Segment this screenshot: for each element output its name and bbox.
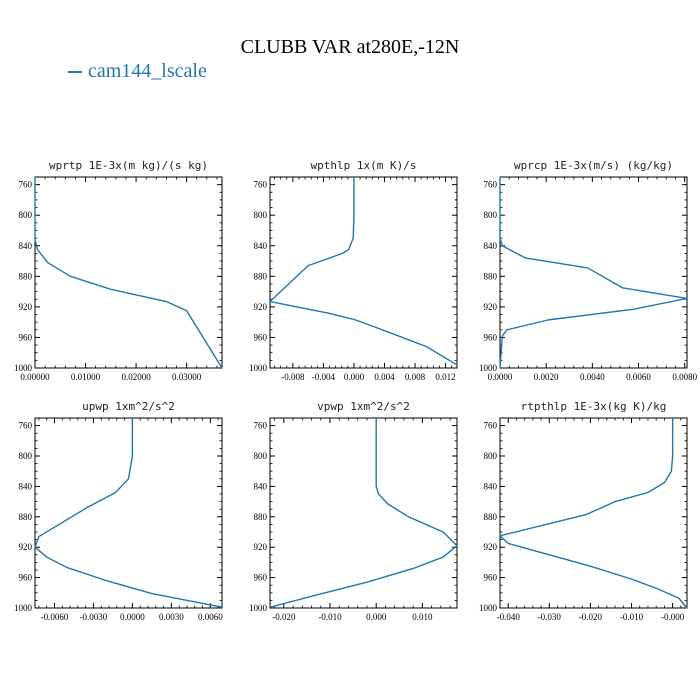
panel-3-title: wprcp 1E-3x(m/s) (kg/kg)	[514, 159, 673, 172]
panel-3-ytick-label-920: 920	[484, 302, 498, 312]
panel-6-series-line-0	[499, 418, 688, 609]
panel-6-ytick-label-920: 920	[484, 542, 498, 552]
panel-3-frame	[499, 176, 688, 369]
panel-2-ytick-label-1000: 1000	[249, 363, 268, 373]
panel-3-xtick-label-4: 0.0080	[672, 372, 697, 382]
panel-2-ytick-label-760: 760	[254, 180, 268, 190]
panel-1-xtick-label-2: 0.02000	[121, 372, 151, 382]
panel-2-ytick-label-960: 960	[254, 332, 268, 342]
panel-6-xtick-label-2: -0.020	[579, 612, 603, 622]
panel-2-ytick-label-800: 800	[254, 210, 268, 220]
panel-6-ytick-label-840: 840	[484, 481, 498, 491]
panel-3-ytick-label-800: 800	[484, 210, 498, 220]
panel-2-xtick-label-1: -0.004	[312, 372, 336, 382]
panel-5-ytick-label-920: 920	[254, 542, 268, 552]
panel-2-series-line-0	[269, 177, 458, 366]
panel-6-ytick-label-800: 800	[484, 451, 498, 461]
panel-4-ytick-label-960: 960	[19, 573, 33, 583]
panel-1-ytick-label-760: 760	[19, 180, 33, 190]
panel-5-title: vpwp 1xm^2/s^2	[317, 400, 410, 413]
panel-4-ytick-label-1000: 1000	[14, 603, 33, 613]
panel-1-frame	[34, 176, 223, 369]
panel-1-xtick-label-0: 0.00000	[20, 372, 50, 382]
panel-2-title: wpthlp 1x(m K)/s	[311, 159, 417, 172]
panel-2-ytick-label-840: 840	[254, 241, 268, 251]
panel-6-xtick-label-0: -0.040	[497, 612, 521, 622]
panel-5-ytick-label-1000: 1000	[249, 603, 268, 613]
panel-5-xtick-label-3: 0.010	[412, 612, 433, 622]
panel-6-frame	[499, 417, 688, 609]
panel-1-ytick-label-800: 800	[19, 210, 33, 220]
legend-label: cam144_lscale	[88, 60, 207, 82]
panel-3-xtick-label-3: 0.0060	[626, 372, 651, 382]
panel-1-ytick-label-1000: 1000	[14, 363, 33, 373]
panel-1-xtick-label-3: 0.03000	[172, 372, 202, 382]
panel-2-ytick-label-880: 880	[254, 271, 268, 281]
panel-6-title: rtpthlp 1E-3x(kg K)/kg	[521, 400, 667, 413]
panel-4-ytick-label-800: 800	[19, 451, 33, 461]
panel-6-ytick-label-880: 880	[484, 512, 498, 522]
panel-4-frame	[34, 417, 223, 609]
panel-3-xtick-label-0: 0.0000	[488, 372, 513, 382]
panel-4-ytick-label-760: 760	[19, 421, 33, 431]
page-title: CLUBB VAR at280E,-12N	[240, 36, 460, 58]
panel-5-frame	[269, 417, 458, 609]
panel-6-ytick-label-960: 960	[484, 573, 498, 583]
panel-2-xtick-label-0: -0.008	[281, 372, 305, 382]
panel-6-ytick-label-1000: 1000	[479, 603, 498, 613]
legend: cam144_lscale	[68, 60, 207, 83]
panel-4-ytick-label-920: 920	[19, 542, 33, 552]
panel-1-ytick-label-840: 840	[19, 241, 33, 251]
panel-5-xtick-label-1: -0.010	[318, 612, 342, 622]
panel-5-xtick-label-0: -0.020	[272, 612, 296, 622]
panel-4-series-line-0	[34, 418, 223, 608]
panel-4-xtick-label-0: -0.0060	[41, 612, 69, 622]
panel-1-ytick-label-880: 880	[19, 271, 33, 281]
panel-1-ytick-label-960: 960	[19, 332, 33, 342]
panel-2-frame	[269, 176, 458, 369]
panel-4-xtick-label-3: 0.0030	[159, 612, 184, 622]
panel-1-series-line-0	[34, 177, 223, 369]
panel-4-xtick-label-2: 0.0000	[120, 612, 145, 622]
panel-2-xtick-label-3: 0.004	[374, 372, 395, 382]
panel-5-xtick-label-2: 0.000	[366, 612, 387, 622]
panel-2-ytick-label-920: 920	[254, 302, 268, 312]
panel-3-ytick-label-1000: 1000	[479, 363, 498, 373]
panel-6-xtick-label-1: -0.030	[538, 612, 562, 622]
panel-3-ytick-label-760: 760	[484, 180, 498, 190]
panel-1-xtick-label-1: 0.01000	[71, 372, 101, 382]
legend-line-icon	[68, 71, 82, 74]
panel-5-series-line-0	[269, 418, 458, 608]
panel-4-xtick-label-4: 0.0060	[198, 612, 223, 622]
panel-2-xtick-label-4: 0.008	[405, 372, 426, 382]
panel-5-ytick-label-840: 840	[254, 481, 268, 491]
panel-3-xtick-label-1: 0.0020	[534, 372, 559, 382]
panel-6-ytick-label-760: 760	[484, 421, 498, 431]
panel-1-title: wprtp 1E-3x(m kg)/(s kg)	[49, 159, 208, 172]
panel-5-ytick-label-760: 760	[254, 421, 268, 431]
panel-4-ytick-label-880: 880	[19, 512, 33, 522]
panel-3-ytick-label-840: 840	[484, 241, 498, 251]
panel-4-ytick-label-840: 840	[19, 481, 33, 491]
panel-4-xtick-label-1: -0.0030	[80, 612, 108, 622]
panel-5-ytick-label-880: 880	[254, 512, 268, 522]
panel-6-xtick-label-4: -0.000	[661, 612, 685, 622]
panel-6-xtick-label-3: -0.010	[620, 612, 644, 622]
panel-4-title: upwp 1xm^2/s^2	[82, 400, 175, 413]
panel-2-xtick-label-2: 0.000	[344, 372, 365, 382]
panel-3-ytick-label-960: 960	[484, 332, 498, 342]
panel-3-ytick-label-880: 880	[484, 271, 498, 281]
panel-5-ytick-label-800: 800	[254, 451, 268, 461]
panel-2-xtick-label-5: 0.012	[435, 372, 455, 382]
panel-3-series-line-0	[499, 177, 688, 369]
panel-1-ytick-label-920: 920	[19, 302, 33, 312]
panel-3-xtick-label-2: 0.0040	[580, 372, 605, 382]
panel-5-ytick-label-960: 960	[254, 573, 268, 583]
